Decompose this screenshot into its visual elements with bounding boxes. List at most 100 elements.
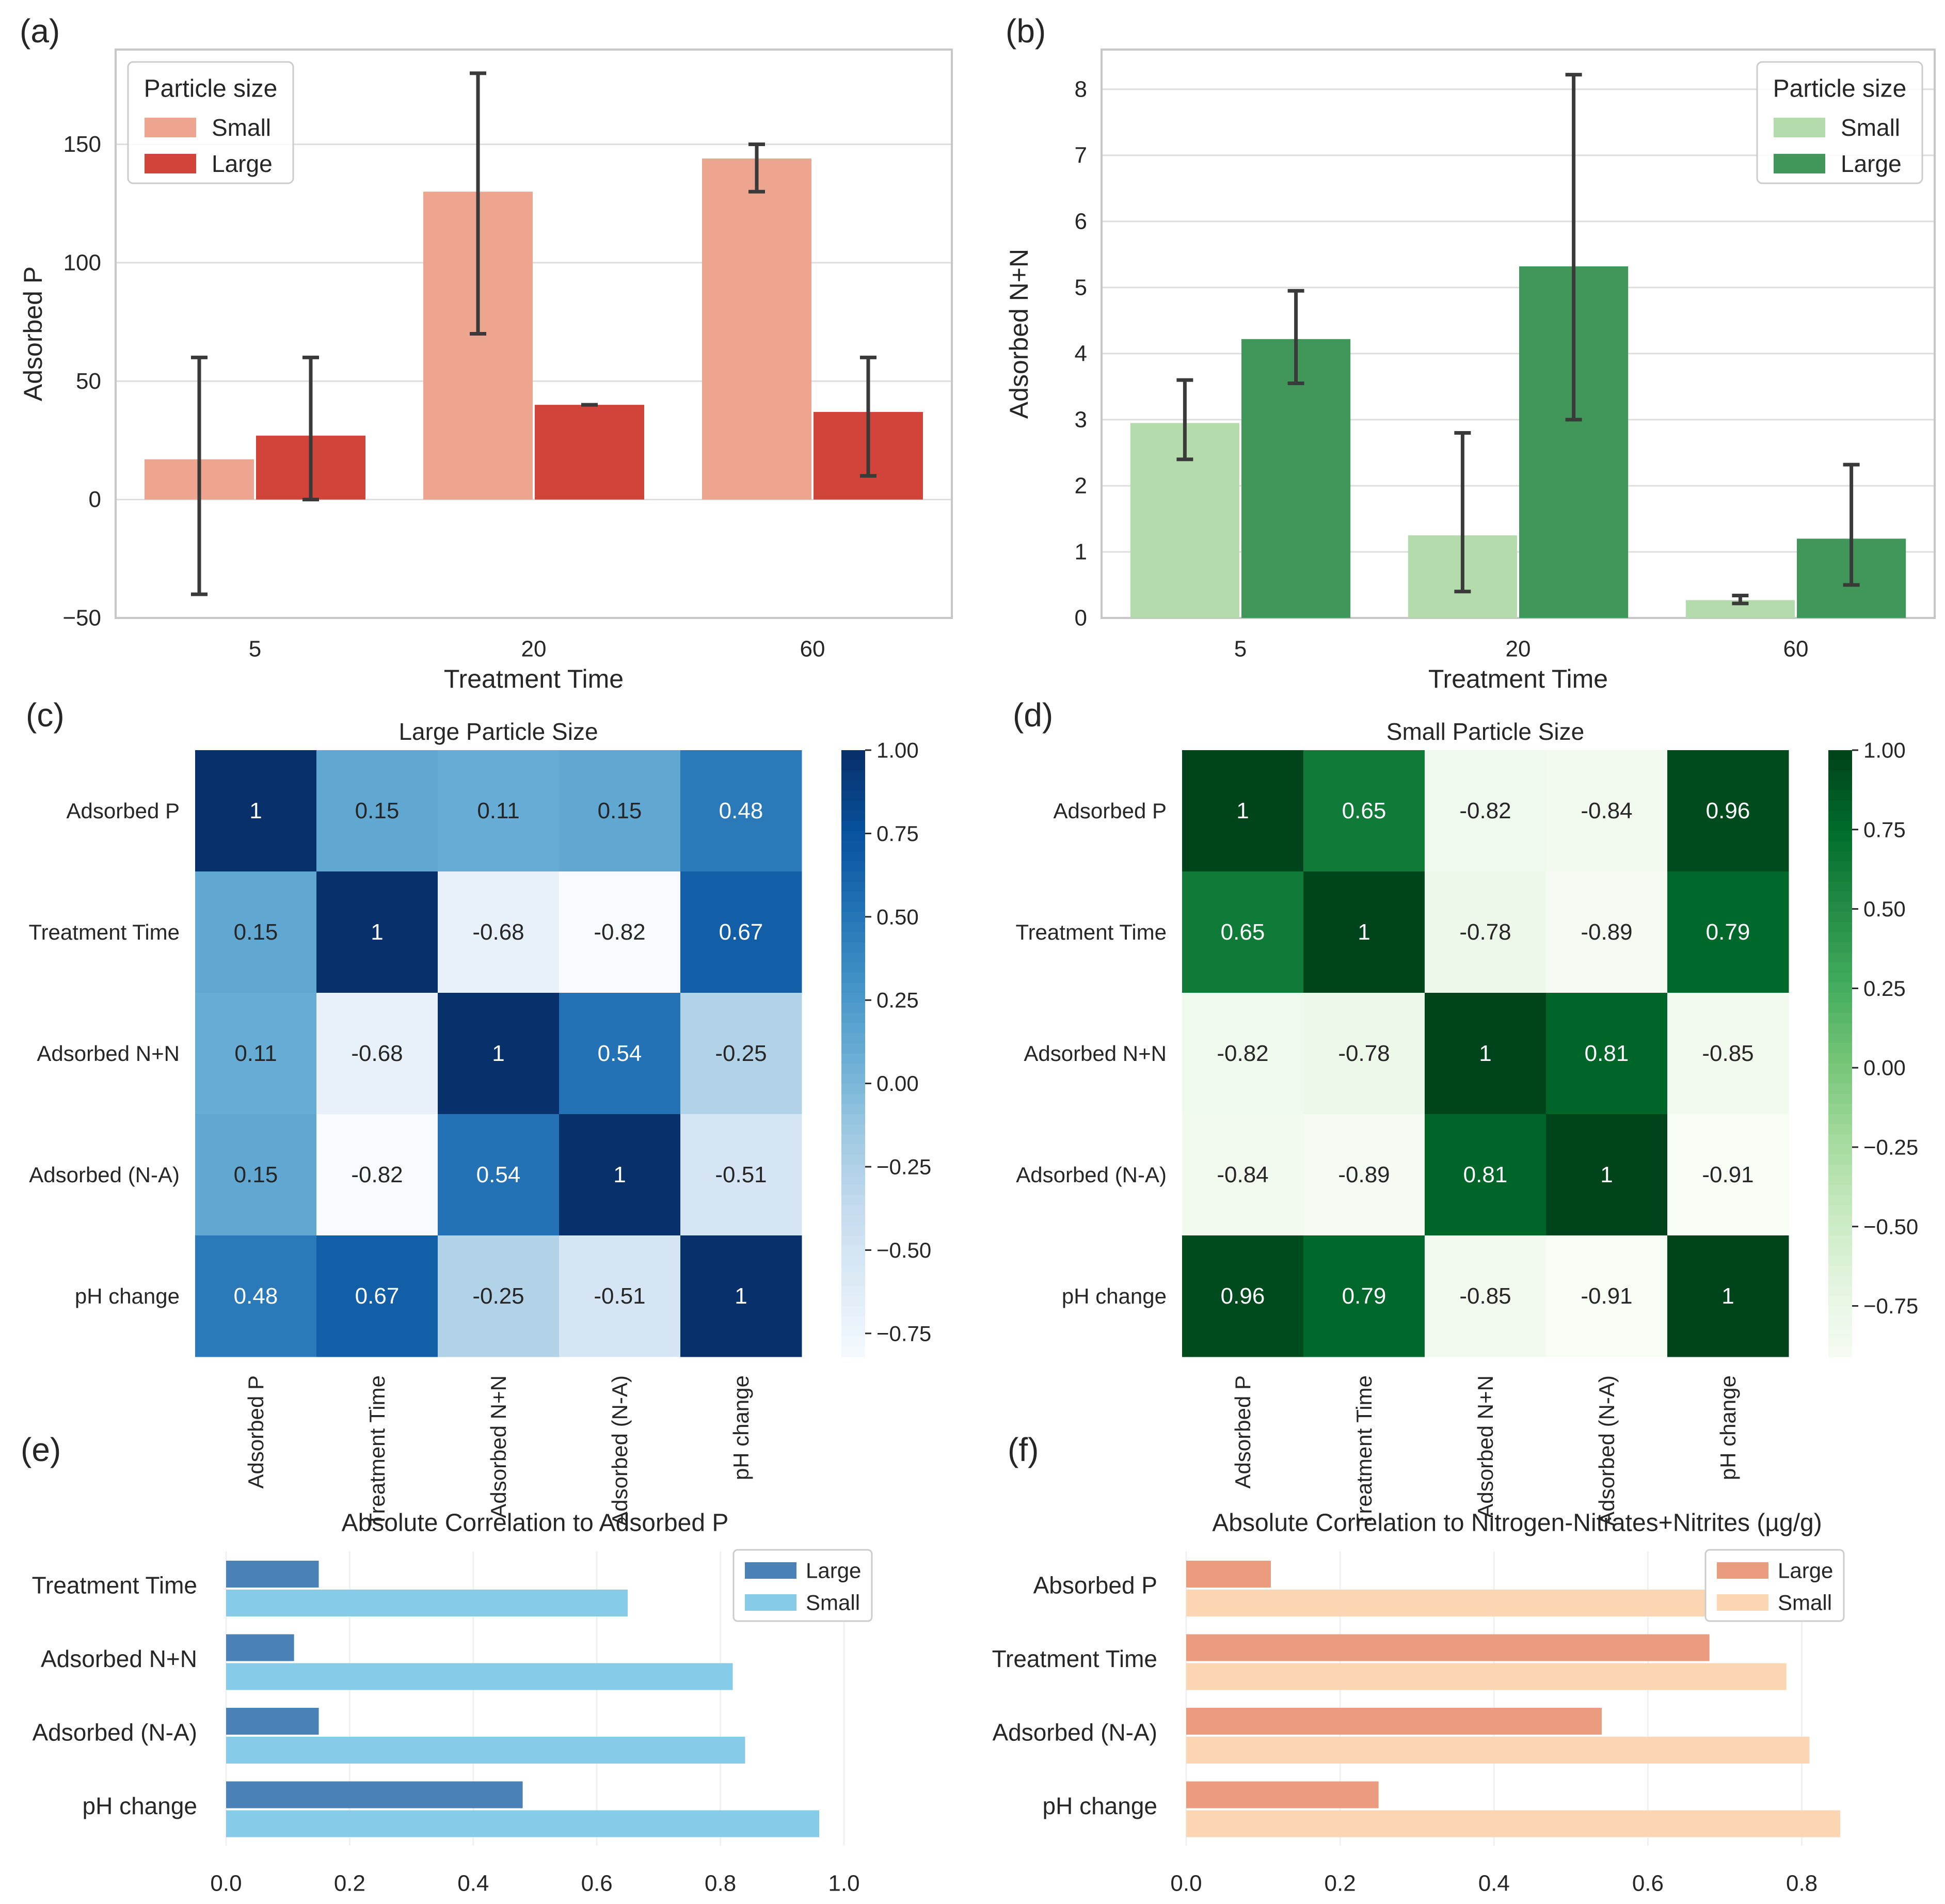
cell-value: -0.89 [1581, 919, 1632, 945]
heatmap-cell [559, 750, 681, 872]
heatmap-cell [1425, 750, 1547, 872]
colorbar-segment [841, 1164, 865, 1176]
cell-value: -0.85 [1702, 1041, 1753, 1066]
colorbar-segment [841, 861, 865, 872]
colorbar-segment [841, 1215, 865, 1226]
heatmap-cell [1546, 1114, 1668, 1236]
colorbar-label: −0.25 [1863, 1135, 1918, 1159]
legend-label: Small [1778, 1591, 1832, 1615]
bar [226, 1634, 294, 1661]
colorbar-segment [1828, 922, 1852, 933]
row-label: pH change [1062, 1284, 1167, 1308]
colorbar-segment [841, 982, 865, 993]
colorbar-segment [841, 892, 865, 902]
colorbar-label: 0.00 [1863, 1056, 1906, 1080]
bar [1186, 1781, 1379, 1808]
x-tick-label: 20 [521, 637, 547, 662]
heatmap-cell [438, 871, 560, 993]
colorbar-segment [1828, 831, 1852, 842]
cell-value: 0.11 [477, 798, 519, 823]
cell-value: 0.65 [1221, 919, 1265, 945]
colorbar-label: −0.50 [1863, 1214, 1918, 1239]
y-tick-label: 5 [1075, 275, 1087, 300]
cell-value: 0.65 [1342, 798, 1386, 823]
cell-value: 1 [1236, 798, 1249, 823]
heatmap-cell [680, 750, 802, 872]
row-label: pH change [75, 1284, 180, 1308]
x-tick-label: 0.6 [581, 1871, 613, 1896]
x-tick-label: 0.0 [210, 1871, 242, 1896]
colorbar-segment [1828, 1256, 1852, 1266]
colorbar-segment [1828, 1296, 1852, 1307]
colorbar-segment [841, 1205, 865, 1216]
cell-value: 1 [613, 1162, 626, 1187]
x-tick-label: 20 [1506, 637, 1531, 662]
legend-label: Large [806, 1559, 861, 1583]
y-tick-label: 7 [1075, 142, 1087, 168]
colorbar-segment [1828, 1175, 1852, 1186]
colorbar-segment [1828, 1164, 1852, 1176]
y-tick-label: 50 [76, 369, 101, 394]
y-axis-label: Adsorbed P [19, 266, 47, 401]
heatmap-cell [1303, 750, 1425, 872]
colorbar-label: 0.50 [1863, 897, 1906, 921]
cell-value: 0.79 [1342, 1283, 1386, 1309]
y-tick-label: pH change [1043, 1792, 1158, 1819]
legend-label: Small [212, 114, 271, 141]
colorbar-segment [1828, 1093, 1852, 1105]
colorbar-segment [841, 1003, 865, 1014]
colorbar-label: 1.00 [1863, 738, 1906, 763]
colorbar-segment [1828, 760, 1852, 771]
colorbar-segment [841, 1073, 865, 1085]
colorbar-segment [1828, 993, 1852, 1004]
heatmap-cell [1546, 993, 1668, 1115]
x-tick-label: 0.8 [705, 1871, 736, 1896]
bar [1186, 1663, 1787, 1690]
legend-label: Large [1841, 150, 1902, 177]
colorbar-label: 0.75 [876, 821, 919, 846]
colorbar-segment [841, 851, 865, 862]
cell-value: -0.68 [472, 919, 524, 945]
heatmap-cell [559, 993, 681, 1115]
colorbar-segment [1828, 892, 1852, 902]
colorbar-segment [1828, 1195, 1852, 1206]
colorbar-segment [1828, 1023, 1852, 1034]
cell-value: 0.96 [1221, 1283, 1265, 1309]
legend-swatch [1774, 154, 1825, 173]
legend-swatch [145, 118, 196, 137]
panel-label: (f) [1008, 1431, 1039, 1468]
colorbar-segment [841, 942, 865, 953]
colorbar-segment [1828, 1134, 1852, 1145]
colorbar-segment [841, 1286, 865, 1297]
colorbar-segment [841, 1245, 865, 1257]
heatmap-cell [559, 871, 681, 993]
cell-value: 1 [735, 1283, 747, 1309]
colorbar-segment [841, 841, 865, 852]
colorbar-label: −0.25 [876, 1155, 931, 1179]
colorbar-segment [841, 952, 865, 963]
colorbar-segment [1828, 1003, 1852, 1014]
y-tick-label: −50 [62, 606, 101, 631]
row-label: Adsorbed N+N [1024, 1041, 1167, 1066]
colorbar-segment [841, 1023, 865, 1034]
colorbar-segment [841, 881, 865, 893]
bar [226, 1781, 523, 1808]
colorbar-label: −0.75 [1863, 1294, 1918, 1318]
cell-value: 0.54 [598, 1041, 642, 1066]
heatmap-cell [438, 1114, 560, 1236]
legend-label: Small [806, 1591, 860, 1615]
colorbar-segment [1828, 1205, 1852, 1216]
colorbar-segment [841, 1175, 865, 1186]
y-tick-label: 2 [1075, 473, 1087, 498]
cell-value: -0.82 [1459, 798, 1511, 823]
cell-value: 0.48 [719, 798, 763, 823]
y-tick-label: Adsorbed N+N [41, 1645, 197, 1672]
colorbar-segment [1828, 1114, 1852, 1125]
y-tick-label: 8 [1075, 76, 1087, 102]
colorbar-label: 0.50 [876, 905, 919, 929]
colorbar-segment [841, 811, 865, 822]
heatmap-cell [1303, 871, 1425, 993]
heatmap-cell [1667, 1114, 1789, 1236]
heatmap-cell [1667, 871, 1789, 993]
colorbar-segment [841, 1043, 865, 1054]
